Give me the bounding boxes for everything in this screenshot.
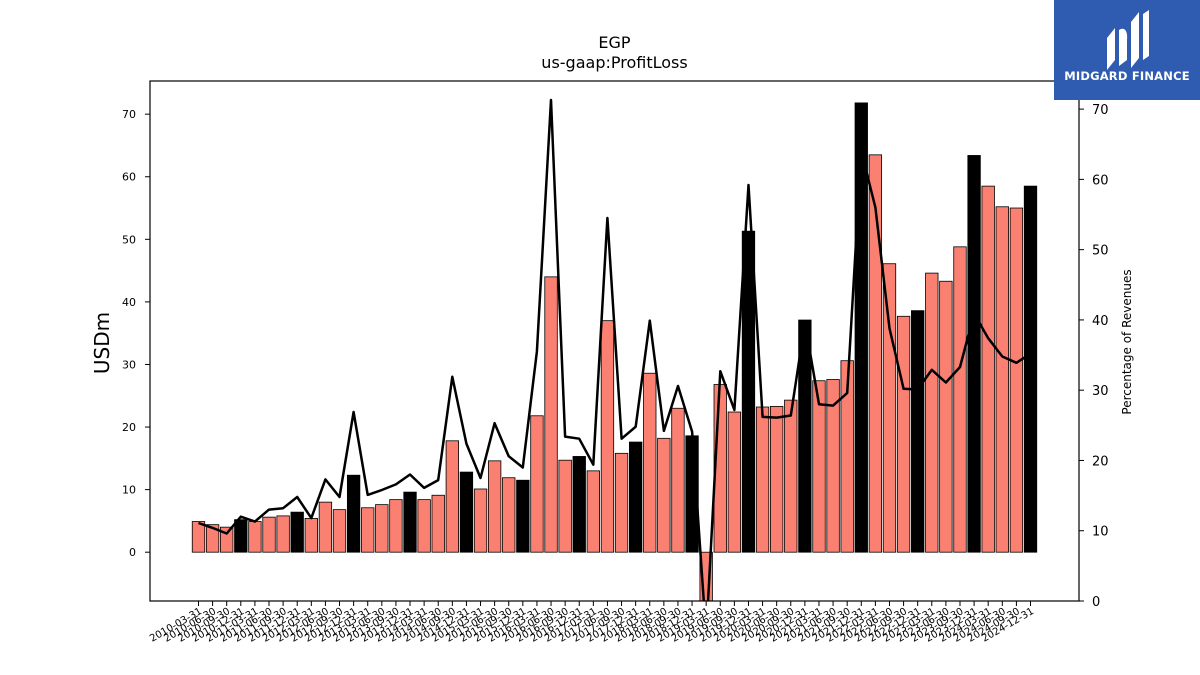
y2-tick-label: 70	[1092, 103, 1109, 118]
y-tick-label: 70	[122, 108, 136, 121]
bar	[417, 499, 431, 553]
y2-tick-label: 30	[1092, 384, 1109, 399]
chart-subtitle: us-gaap:ProfitLoss	[541, 53, 688, 72]
bar	[967, 155, 981, 553]
y2-tick-label: 60	[1092, 173, 1109, 188]
bar	[671, 407, 685, 553]
y-tick-label: 20	[122, 421, 136, 434]
bar	[657, 437, 671, 553]
bar	[276, 515, 290, 553]
bar	[741, 230, 756, 553]
y-axis-label: USDm	[90, 311, 114, 375]
y-tick-label: 50	[122, 233, 136, 246]
bar	[981, 185, 995, 553]
bar	[868, 154, 883, 553]
bar	[1023, 185, 1038, 553]
bar	[572, 456, 586, 553]
bar	[191, 521, 206, 553]
secondary-y-axis-label: Percentage of Revenues	[1120, 269, 1134, 415]
logo-mark-icon	[1107, 10, 1149, 70]
bar	[925, 272, 939, 553]
bar	[473, 488, 488, 553]
bar	[516, 479, 530, 553]
bar	[318, 501, 333, 553]
bar	[614, 452, 629, 553]
bar	[502, 477, 516, 553]
bar	[798, 319, 812, 553]
bar	[882, 263, 897, 553]
bar	[727, 411, 742, 553]
bar	[544, 276, 558, 553]
series-line	[198, 98, 1032, 601]
y2-tick-label: 0	[1092, 595, 1100, 610]
bar	[629, 441, 643, 553]
y-tick-label: 30	[122, 358, 136, 371]
bar	[995, 206, 1009, 553]
bar	[487, 460, 502, 553]
bar	[389, 499, 403, 553]
bar	[304, 518, 318, 553]
plot-area	[191, 98, 1038, 601]
bar	[530, 415, 544, 553]
bar	[346, 474, 361, 553]
bar	[586, 470, 600, 553]
bar	[643, 372, 657, 553]
bar	[770, 405, 784, 553]
bar	[361, 507, 375, 553]
y-tick-label: 0	[129, 546, 136, 559]
y-tick-label: 40	[122, 296, 136, 309]
bar	[911, 310, 925, 553]
bar	[784, 399, 798, 553]
plot-frame	[149, 80, 1080, 602]
y2-tick-label: 10	[1092, 525, 1109, 540]
bar	[558, 459, 572, 553]
bar	[375, 504, 389, 553]
bar	[205, 524, 220, 553]
bar	[826, 379, 840, 553]
bar	[403, 491, 417, 553]
bar	[248, 521, 262, 553]
bar	[939, 280, 953, 553]
logo-text: MIDGARD FINANCE	[1064, 69, 1190, 83]
bar	[840, 360, 854, 553]
brand-logo: MIDGARD FINANCE	[1054, 0, 1200, 100]
bar	[234, 519, 248, 553]
y2-tick-label: 50	[1092, 244, 1109, 259]
bar	[896, 315, 911, 553]
bar	[459, 471, 474, 553]
bar	[262, 516, 276, 553]
bar	[600, 320, 615, 553]
bar	[812, 380, 826, 553]
bar	[755, 406, 770, 553]
y2-tick-label: 40	[1092, 314, 1109, 329]
bar	[332, 509, 347, 553]
bar	[953, 246, 967, 553]
bar	[290, 511, 304, 553]
y2-tick-label: 20	[1092, 454, 1109, 469]
chart-title: EGP	[598, 33, 631, 52]
bar	[431, 494, 445, 553]
y-tick-label: 60	[122, 171, 136, 184]
y-tick-label: 10	[122, 484, 136, 497]
bar	[1009, 207, 1024, 553]
bar	[445, 440, 459, 553]
